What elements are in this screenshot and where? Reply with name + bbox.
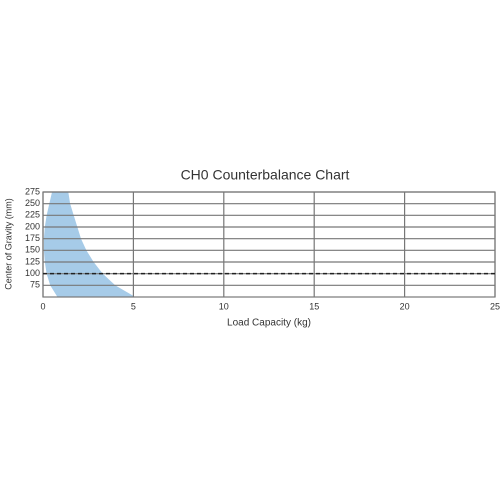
y-tick-label: 250 [25, 198, 40, 208]
y-tick-label: 225 [25, 210, 40, 220]
y-tick-label: 100 [25, 268, 40, 278]
y-tick-label: 150 [25, 245, 40, 255]
x-axis-label: Load Capacity (kg) [227, 318, 311, 329]
chart-title: CH0 Counterbalance Chart [181, 167, 350, 183]
x-tick-label: 15 [309, 301, 319, 311]
y-tick-label: 200 [25, 221, 40, 231]
y-tick-label: 125 [25, 256, 40, 266]
y-tick-label: 75 [30, 280, 40, 290]
x-tick-label: 5 [131, 301, 136, 311]
y-axis-label: Center of Gravity (mm) [3, 198, 13, 290]
area [43, 192, 136, 297]
x-tick-label: 0 [40, 301, 45, 311]
x-tick-label: 20 [400, 301, 410, 311]
x-tick-label: 25 [490, 301, 500, 311]
y-tick-label: 175 [25, 233, 40, 243]
x-tick-label: 10 [219, 301, 229, 311]
y-tick-label: 275 [25, 186, 40, 196]
plot-border [42, 191, 496, 298]
